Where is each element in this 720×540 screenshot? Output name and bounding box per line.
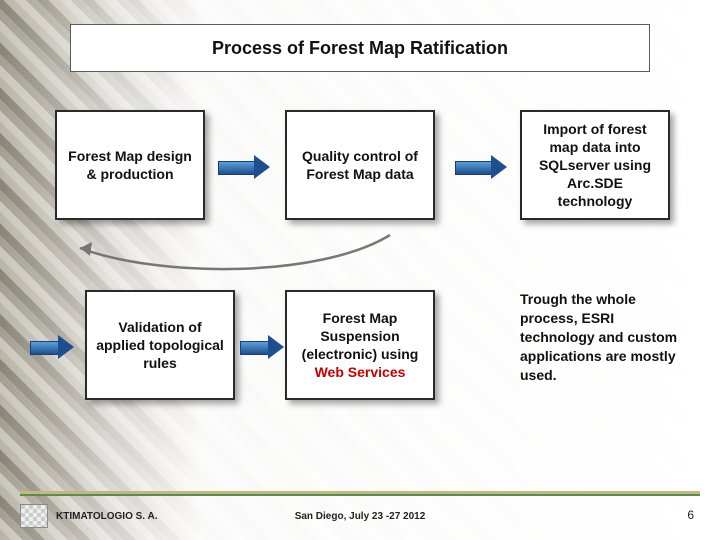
title-box: Process of Forest Map Ratification xyxy=(70,24,650,72)
node-import-sqlserver: Import of forest map data into SQLserver… xyxy=(520,110,670,220)
node-label: Quality control of Forest Map data xyxy=(295,147,425,183)
node-validation-rules: Validation of applied topological rules xyxy=(85,290,235,400)
node-label-highlight: Web Services xyxy=(315,364,406,380)
arrow-icon xyxy=(218,152,278,182)
node-label: Validation of applied topological rules xyxy=(95,318,225,373)
footer-venue: San Diego, July 23 -27 2012 xyxy=(0,511,720,522)
slide-root: Process of Forest Map Ratification Fores… xyxy=(0,0,720,540)
footer-divider xyxy=(20,491,700,496)
node-suspension-webservices: Forest Map Suspension (electronic) using… xyxy=(285,290,435,400)
footer-page-number: 6 xyxy=(687,508,694,522)
node-label-pre: Forest Map Suspension (electronic) using xyxy=(302,310,419,362)
curve-connector-icon xyxy=(60,230,420,280)
flow-row-1: Forest Map design & production Quality c… xyxy=(0,110,720,230)
node-label: Import of forest map data into SQLserver… xyxy=(530,120,660,211)
node-design-production: Forest Map design & production xyxy=(55,110,205,220)
node-label: Forest Map design & production xyxy=(65,147,195,183)
side-note: Trough the whole process, ESRI technolog… xyxy=(520,290,690,384)
node-quality-control: Quality control of Forest Map data xyxy=(285,110,435,220)
arrow-icon xyxy=(455,152,515,182)
flow-row-2: Validation of applied topological rules … xyxy=(0,290,720,410)
node-label: Forest Map Suspension (electronic) using… xyxy=(295,309,425,382)
arrow-icon xyxy=(240,332,290,362)
page-title: Process of Forest Map Ratification xyxy=(212,38,508,59)
arrow-icon xyxy=(30,332,80,362)
